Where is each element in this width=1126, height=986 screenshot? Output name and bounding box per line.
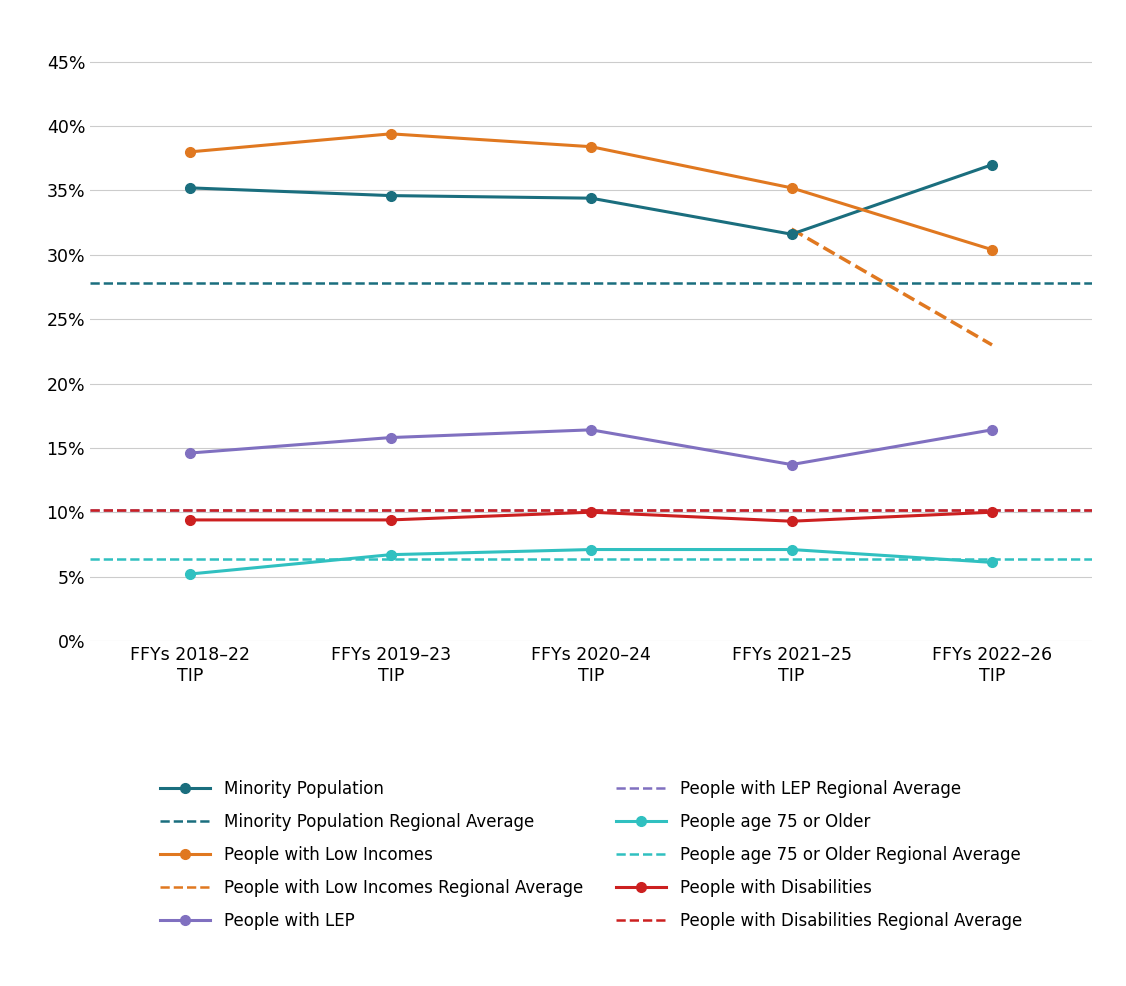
Legend: Minority Population, Minority Population Regional Average, People with Low Incom: Minority Population, Minority Population… [152, 771, 1030, 938]
